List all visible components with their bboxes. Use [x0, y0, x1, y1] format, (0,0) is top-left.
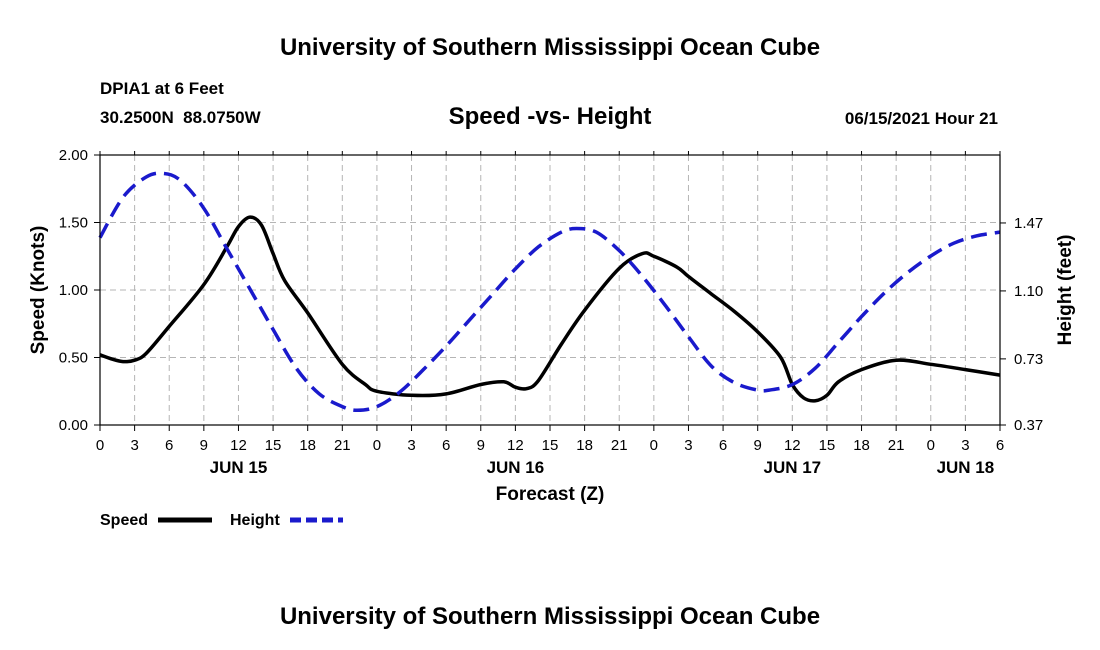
y-tick-label: 1.50: [59, 215, 88, 232]
legend-height-label: Height: [230, 512, 280, 529]
y2-axis-title: Height (feet): [1055, 235, 1076, 346]
x-tick-label: 9: [754, 437, 762, 454]
forecast-datetime: 06/15/2021 Hour 21: [845, 109, 998, 128]
x-date-label: JUN 18: [937, 458, 995, 477]
legend: Speed Height: [100, 512, 343, 529]
x-date-label: JUN 15: [210, 458, 268, 477]
x-date-label: JUN 16: [487, 458, 545, 477]
x-axis-title: Forecast (Z): [496, 484, 605, 505]
x-tick-label: 12: [784, 437, 801, 454]
x-tick-label: 18: [576, 437, 593, 454]
x-tick-label: 18: [853, 437, 870, 454]
x-tick-label: 9: [200, 437, 208, 454]
x-tick-label: 21: [334, 437, 351, 454]
x-tick-label: 6: [719, 437, 727, 454]
x-tick-label: 3: [130, 437, 138, 454]
footer-title: University of Southern Mississippi Ocean…: [280, 603, 820, 630]
x-tick-label: 21: [888, 437, 905, 454]
y2-tick-label: 0.73: [1014, 351, 1043, 368]
y-tick-label: 0.50: [59, 350, 88, 367]
x-tick-label: 15: [819, 437, 836, 454]
x-tick-label: 3: [684, 437, 692, 454]
x-tick-label: 6: [442, 437, 450, 454]
x-tick-label: 6: [165, 437, 173, 454]
series-line-height: [98, 171, 1001, 413]
y-tick-label: 1.00: [59, 282, 88, 299]
x-tick-label: 9: [477, 437, 485, 454]
y-tick-label: 2.00: [59, 147, 88, 164]
x-tick-label: 12: [507, 437, 524, 454]
x-tick-label: 0: [96, 437, 104, 454]
x-tick-label: 0: [373, 437, 381, 454]
station-coords: 30.2500N 88.0750W: [100, 108, 262, 127]
y2-tick-label: 1.47: [1014, 215, 1043, 232]
x-tick-label: 12: [230, 437, 247, 454]
x-tick-label: 15: [542, 437, 559, 454]
x-tick-label: 3: [407, 437, 415, 454]
chart-title: Speed -vs- Height: [449, 103, 652, 130]
station-label: DPIA1 at 6 Feet: [100, 79, 224, 98]
y-axis-title: Speed (Knots): [28, 226, 49, 355]
x-tick-label: 6: [996, 437, 1004, 454]
x-tick-label: 21: [611, 437, 628, 454]
y2-tick-label: 0.37: [1014, 417, 1043, 434]
legend-speed-label: Speed: [100, 512, 148, 529]
x-date-label: JUN 17: [763, 458, 821, 477]
x-tick-label: 18: [299, 437, 316, 454]
y-tick-label: 0.00: [59, 417, 88, 434]
y2-tick-label: 1.10: [1014, 283, 1043, 300]
x-tick-label: 15: [265, 437, 282, 454]
x-tick-label: 3: [961, 437, 969, 454]
grid-lines: [100, 155, 1000, 425]
x-tick-label: 0: [650, 437, 658, 454]
series-layer: [98, 171, 1001, 413]
x-tick-label: 0: [927, 437, 935, 454]
axis-ticks: 0 3 6 9 12 15 18 21 0 3 6 9 12 15 18 21 0 3 6 9 12 15 18 21 0 3 6J…: [59, 147, 1043, 477]
series-line-speed: [99, 215, 1001, 403]
page-title: University of Southern Mississippi Ocean…: [280, 34, 820, 61]
